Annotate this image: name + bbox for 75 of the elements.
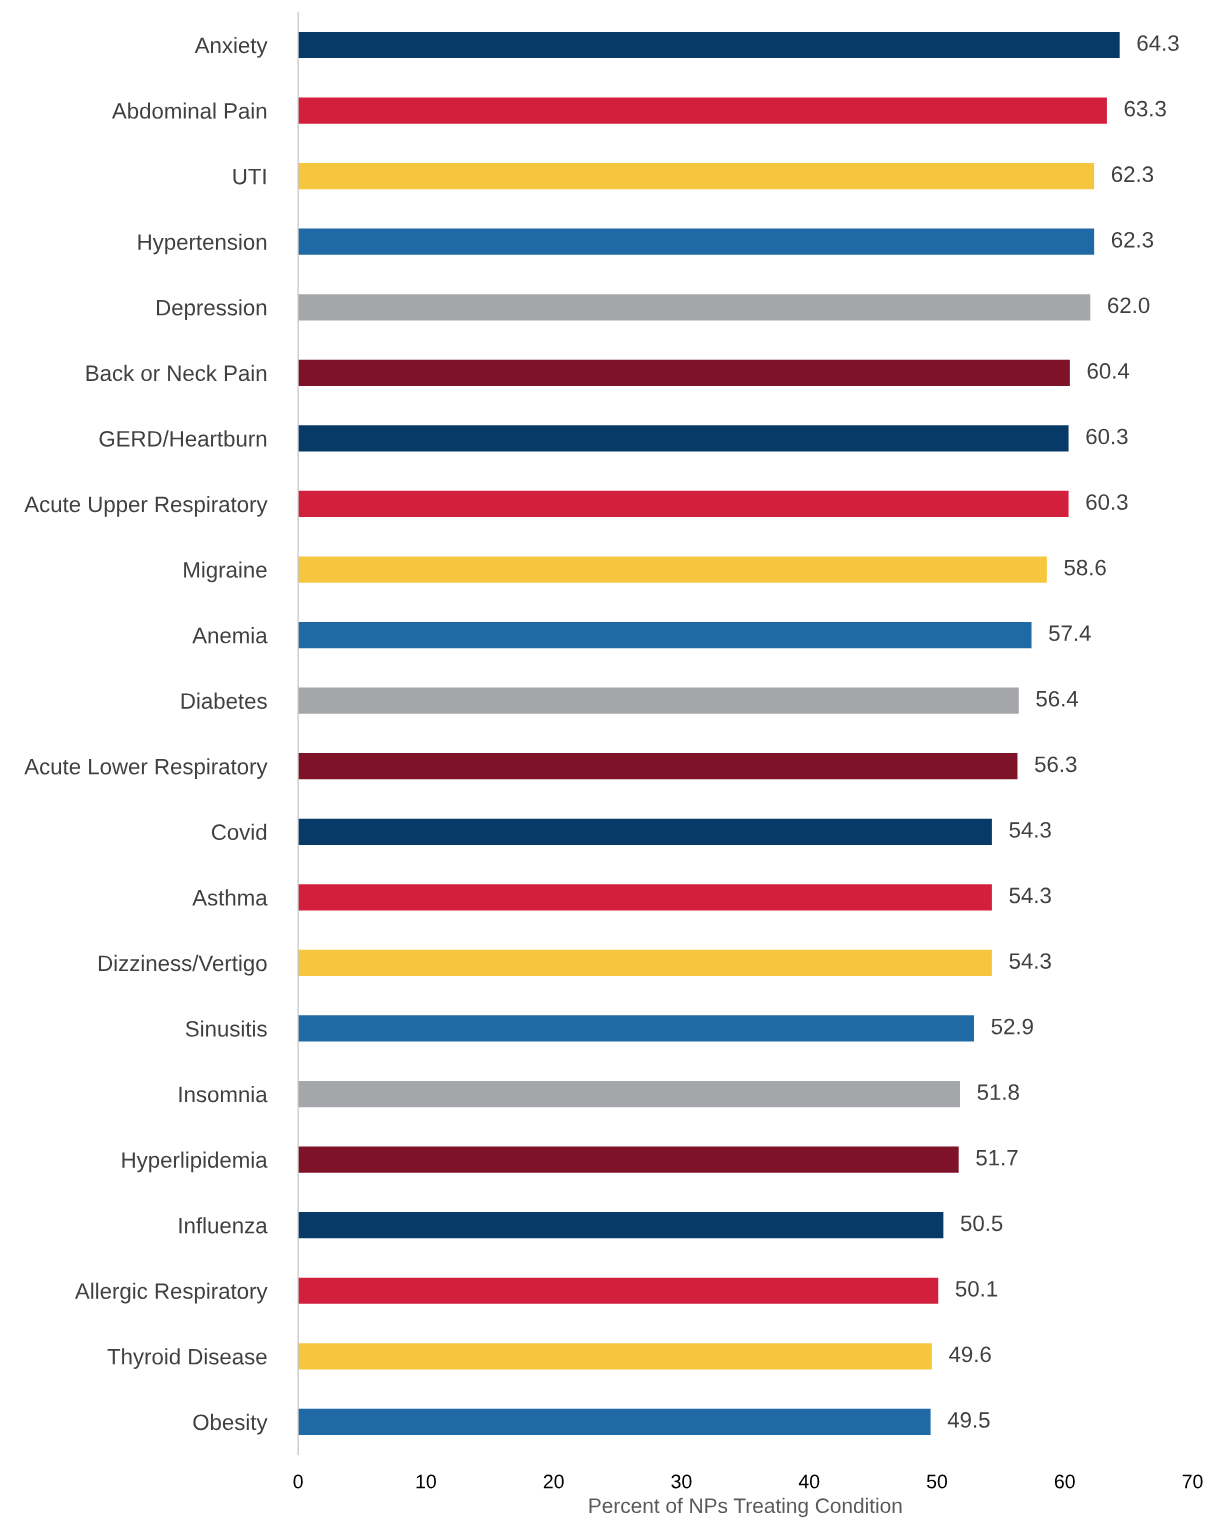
x-tick-label: 0 (293, 1474, 303, 1489)
data-label: 49.5 (947, 1412, 990, 1428)
bar (298, 294, 1091, 321)
bar (298, 884, 992, 911)
y-tick-label: Obesity (193, 1413, 268, 1435)
data-label: 62.0 (1108, 297, 1150, 314)
bar (298, 490, 1069, 518)
x-tick-label: 30 (671, 1474, 692, 1489)
y-tick-label: Anemia (192, 627, 268, 644)
bar (298, 818, 992, 845)
data-label: 62.3 (1111, 231, 1154, 248)
bar (298, 31, 1120, 59)
y-tick-label: Covid (211, 823, 267, 841)
y-tick-label: Sinusitis (185, 1020, 267, 1037)
bar (298, 1015, 975, 1042)
y-tick-label: Back or Neck Pain (86, 364, 267, 382)
bar (298, 425, 1069, 452)
bar (298, 228, 1095, 255)
y-tick-label: Dizziness/Vertigo (98, 954, 267, 976)
data-label: 54.3 (1009, 887, 1051, 904)
data-label: 50.1 (955, 1280, 998, 1297)
y-tick-label: Asthma (192, 889, 268, 906)
y-tick-label: Thyroid Disease (107, 1348, 267, 1369)
x-tick-label: 20 (543, 1474, 564, 1489)
data-label: 57.4 (1049, 625, 1091, 642)
bar (298, 949, 992, 977)
data-label: 54.3 (1009, 822, 1051, 838)
y-tick-label: Depression (157, 299, 267, 320)
bar (298, 687, 1019, 714)
x-tick-label: 60 (1054, 1474, 1075, 1489)
data-label: 56.4 (1036, 690, 1079, 707)
bar (298, 163, 1095, 190)
y-tick-label: Allergic Respiratory (74, 1282, 268, 1304)
y-tick-label: Insomnia (179, 1086, 268, 1103)
x-tick-label: 40 (798, 1474, 820, 1489)
y-tick-label: Acute Upper Respiratory (24, 495, 268, 517)
bar (298, 1212, 944, 1239)
y-tick-label: Migraine (184, 561, 267, 583)
x-tick-label: 70 (1182, 1474, 1203, 1489)
bar (298, 1408, 931, 1435)
bar (298, 753, 1018, 780)
data-label: 51.7 (976, 1150, 1018, 1166)
x-tick-label: 10 (416, 1474, 436, 1489)
bar (298, 556, 1047, 583)
data-label: 56.3 (1035, 756, 1077, 773)
data-label: 51.8 (977, 1084, 1019, 1101)
y-tick-label: Hypertension (138, 233, 267, 255)
data-label: 52.9 (991, 1018, 1033, 1035)
data-label: 50.5 (960, 1215, 1003, 1232)
data-label: 60.3 (1086, 494, 1128, 510)
bar (298, 1146, 959, 1173)
x-tick-label: 50 (926, 1474, 948, 1489)
y-tick-label: Influenza (179, 1217, 268, 1234)
y-tick-label: GERD/Heartburn (99, 430, 267, 447)
y-tick-label: Diabetes (181, 692, 267, 709)
data-label: 58.6 (1064, 559, 1106, 576)
bar (298, 1277, 939, 1304)
data-label: 64.3 (1137, 35, 1179, 51)
bar (298, 1343, 932, 1370)
data-label: 54.3 (1009, 953, 1051, 969)
data-label: 60.4 (1087, 363, 1130, 379)
bar (298, 97, 1107, 124)
y-tick-label: Hyperlipidemia (122, 1151, 268, 1173)
bar (298, 1080, 960, 1108)
y-tick-label: Abdominal Pain (111, 102, 267, 119)
bar (298, 621, 1032, 649)
y-tick-label: UTI (233, 168, 266, 185)
y-tick-label: Acute Lower Respiratory (24, 758, 268, 779)
bar (298, 359, 1070, 386)
y-tick-label: Anxiety (194, 36, 268, 58)
data-label: 62.3 (1111, 166, 1154, 183)
data-label: 63.3 (1124, 100, 1166, 117)
data-label: 49.6 (949, 1346, 991, 1363)
data-label: 60.3 (1086, 428, 1128, 445)
x-axis-title: Percent of NPs Treating Condition (589, 1497, 902, 1518)
